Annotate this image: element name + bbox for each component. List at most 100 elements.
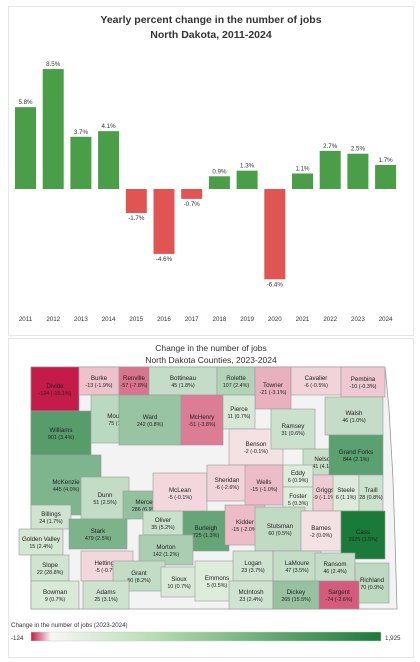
legend-min-label: -124 bbox=[11, 635, 24, 642]
x-tick-2024: 2024 bbox=[379, 316, 393, 323]
county-name-sioux: Sioux bbox=[171, 576, 187, 583]
bar-label-2012: 8.5% bbox=[46, 61, 61, 68]
bar-chart-title: Yearly percent change in the number of j… bbox=[100, 14, 321, 26]
x-tick-2014: 2014 bbox=[102, 316, 116, 323]
county-name-williams: Williams bbox=[49, 427, 72, 434]
bar-label-2022: 2.7% bbox=[323, 143, 338, 150]
county-name-steele: Steele bbox=[337, 487, 355, 494]
county-value-cavalier: -6 (-0.5%) bbox=[304, 383, 328, 389]
county-name-grand-forks: Grand Forks bbox=[339, 449, 373, 456]
x-tick-2018: 2018 bbox=[213, 316, 227, 323]
county-value-morton: 142 (1.2%) bbox=[153, 552, 180, 558]
bar-chart-panel: Yearly percent change in the number of j… bbox=[8, 6, 414, 336]
county-value-williams: 901 (3.4%) bbox=[48, 435, 75, 441]
county-name-dunn: Dunn bbox=[98, 492, 113, 499]
county-value-mchenry: -51 (-3.8%) bbox=[189, 422, 216, 428]
county-map: Change in the number of jobs North Dakot… bbox=[11, 343, 401, 642]
county-burke[interactable]: Burke-13 (-1.9%) bbox=[78, 366, 120, 396]
county-mchenry[interactable]: McHenry-51 (-3.8%) bbox=[180, 394, 224, 446]
x-tick-2011: 2011 bbox=[19, 316, 33, 323]
county-barnes[interactable]: Barnes-2 (0.0%) bbox=[300, 510, 342, 552]
county-value-sioux: 10 (0.7%) bbox=[167, 584, 191, 590]
county-value-stutsman: 60 (0.5%) bbox=[268, 531, 292, 537]
county-name-pierce: Pierce bbox=[230, 406, 248, 413]
county-sheridan[interactable]: Sheridan-6 (-2.6%) bbox=[206, 464, 248, 502]
county-name-billings: Billings bbox=[41, 511, 61, 518]
x-tick-2016: 2016 bbox=[157, 316, 171, 323]
county-value-logan: 23 (3.7%) bbox=[241, 568, 265, 574]
county-value-mercer: 286 (6.9%) bbox=[132, 507, 159, 513]
county-value-steele: 6 (1.1%) bbox=[336, 495, 357, 501]
county-sargent[interactable]: Sargent-74 (-2.6%) bbox=[318, 580, 360, 610]
bar-2018 bbox=[208, 176, 230, 189]
county-mclean[interactable]: McLean-5 (-0.1%) bbox=[152, 472, 208, 514]
bar-2013 bbox=[70, 136, 92, 189]
x-tick-2013: 2013 bbox=[74, 316, 88, 323]
county-value-lamoure: 47 (3.5%) bbox=[285, 568, 309, 574]
bar-2012 bbox=[42, 69, 64, 189]
county-name-wells: Wells bbox=[256, 479, 271, 486]
county-value-emmons: 5 (0.5%) bbox=[207, 583, 228, 589]
county-cavalier[interactable]: Cavalier-6 (-0.5%) bbox=[290, 366, 342, 396]
bar-label-2013: 3.7% bbox=[74, 129, 89, 136]
x-tick-2019: 2019 bbox=[240, 316, 254, 323]
county-name-ransom: Ransom bbox=[323, 561, 346, 568]
county-name-stutsman: Stutsman bbox=[267, 523, 294, 530]
county-value-ramsey: 31 (0.6%) bbox=[281, 431, 305, 437]
county-value-grant: 50 (8.2%) bbox=[127, 578, 151, 584]
county-pembina[interactable]: Pembina-10 (-0.3%) bbox=[340, 366, 386, 398]
county-towner[interactable]: Towner-21 (-3.1%) bbox=[254, 366, 292, 410]
county-name-golden-valley: Golden Valley bbox=[22, 536, 61, 543]
county-value-mckenzie: 445 (4.0%) bbox=[53, 487, 80, 493]
county-name-mchenry: McHenry bbox=[190, 414, 216, 421]
county-value-dunn: 51 (2.5%) bbox=[93, 500, 117, 506]
county-name-foster: Foster bbox=[289, 493, 307, 500]
county-wells[interactable]: Wells-15 (-1.0%) bbox=[244, 464, 284, 506]
bar-2022 bbox=[319, 150, 341, 189]
county-value-wells: -15 (-1.0%) bbox=[251, 487, 278, 493]
county-name-emmons: Emmons bbox=[205, 575, 229, 582]
county-divide[interactable]: Divide-124 (-15.1%) bbox=[30, 366, 80, 412]
county-renville[interactable]: Renville-57 (-7.8%) bbox=[118, 366, 150, 396]
county-value-cass: 1925 (1.5%) bbox=[348, 537, 378, 543]
county-name-traill: Traill bbox=[364, 487, 377, 494]
county-value-rolette: 107 (2.4%) bbox=[223, 383, 250, 389]
x-tick-2020: 2020 bbox=[268, 316, 282, 323]
county-name-dickey: Dickey bbox=[287, 589, 306, 596]
bar-2015 bbox=[125, 189, 147, 213]
bar-label-2019: 1.3% bbox=[240, 163, 255, 170]
county-name-ward: Ward bbox=[143, 414, 158, 421]
bar-label-2016: -4.6% bbox=[156, 256, 173, 263]
county-name-slope: Slope bbox=[42, 562, 58, 569]
